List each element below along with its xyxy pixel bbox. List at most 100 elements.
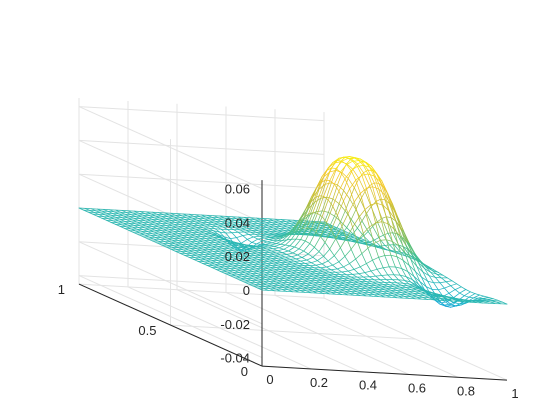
mesh-segment — [315, 197, 322, 213]
mesh-segment — [355, 174, 363, 181]
mesh-segment — [343, 188, 350, 202]
mesh-segment — [454, 286, 462, 290]
mesh-segment — [344, 256, 350, 264]
mesh-segment — [321, 260, 329, 265]
mesh-segment — [384, 255, 390, 268]
mesh-segment — [459, 289, 467, 294]
mesh-segment — [379, 240, 386, 256]
mesh-segment — [424, 268, 432, 273]
mesh-segment — [179, 252, 185, 256]
mesh-segment — [324, 242, 331, 250]
mesh-segment — [361, 247, 369, 254]
mesh-segment — [384, 245, 392, 251]
mesh-segment — [416, 266, 422, 278]
mesh-segment — [474, 293, 480, 296]
mesh-segment — [375, 221, 383, 224]
mesh-segment — [286, 252, 294, 255]
mesh-segment — [359, 193, 366, 210]
mesh-segment — [330, 167, 337, 169]
mesh-segment — [334, 203, 340, 217]
mesh-segment — [350, 248, 356, 260]
mesh-segment — [369, 275, 376, 278]
mesh-segment — [324, 167, 332, 181]
mesh-segment — [380, 245, 387, 251]
mesh-segment — [344, 248, 352, 257]
mesh-segment — [410, 281, 416, 286]
mesh-segment — [369, 185, 377, 203]
mesh-segment — [352, 273, 360, 275]
mesh-segment — [373, 239, 381, 247]
x-tick-label: 0.6 — [408, 380, 426, 395]
mesh-segment — [353, 266, 361, 270]
mesh-segment — [408, 265, 415, 277]
mesh-segment — [358, 178, 366, 192]
mesh-segment — [329, 215, 335, 227]
mesh-segment — [347, 233, 354, 238]
mesh-segment — [437, 287, 445, 291]
mesh-segment — [350, 166, 358, 171]
mesh-segment — [151, 240, 158, 244]
mesh-segment — [268, 237, 276, 240]
y-tick-label: 1 — [58, 282, 65, 297]
mesh-segment — [337, 236, 345, 240]
mesh-segment — [147, 238, 153, 242]
mesh-segment — [444, 285, 451, 289]
mesh-segment — [311, 228, 317, 233]
mesh-segment — [297, 250, 305, 256]
mesh-segment — [370, 204, 376, 224]
mesh-segment — [211, 267, 217, 270]
mesh-segment — [453, 302, 460, 305]
mesh-segment — [369, 222, 376, 228]
mesh-segment — [308, 212, 314, 215]
mesh-segment — [297, 217, 305, 231]
mesh-segment — [344, 198, 351, 212]
mesh-segment — [326, 264, 334, 268]
mesh-segment — [256, 240, 263, 245]
mesh-segment — [78, 207, 84, 211]
mesh-segment — [292, 229, 298, 234]
mesh-segment — [450, 285, 456, 290]
mesh-segment — [350, 209, 357, 220]
mesh-segment — [304, 228, 312, 242]
mesh-segment — [298, 224, 306, 228]
mesh-segment — [317, 260, 323, 265]
mesh-segment — [335, 221, 341, 230]
mesh-segment — [292, 221, 300, 234]
mesh-segment — [280, 243, 286, 246]
mesh-segment — [283, 245, 291, 250]
mesh-segment — [214, 228, 222, 230]
mesh-segment — [219, 231, 227, 234]
mesh-segment — [208, 227, 216, 230]
mesh-segment — [359, 187, 367, 194]
mesh-segment — [341, 270, 349, 273]
mesh-segment — [335, 170, 343, 173]
mesh-segment — [373, 182, 381, 200]
mesh-segment — [352, 226, 358, 242]
mesh-segment — [321, 263, 327, 268]
mesh-segment — [314, 182, 321, 199]
mesh-segment — [242, 234, 250, 236]
mesh-segment — [291, 254, 298, 258]
mesh-segment — [320, 170, 328, 184]
mesh-segment — [320, 179, 326, 184]
mesh-segment — [312, 229, 320, 231]
mesh-segment — [402, 246, 410, 256]
mesh-segment — [367, 226, 374, 232]
mesh-segment — [453, 292, 461, 299]
mesh-segment — [321, 199, 329, 218]
mesh-segment — [101, 217, 107, 221]
mesh-segment — [378, 188, 386, 196]
mesh-segment — [288, 246, 295, 252]
mesh-segment — [352, 163, 358, 170]
mesh-segment — [193, 258, 199, 262]
mesh-segment — [404, 280, 412, 283]
mesh-segment — [239, 229, 245, 233]
mesh-segment — [257, 287, 263, 291]
mesh-segment — [373, 237, 380, 241]
mesh-segment — [463, 295, 470, 298]
mesh-segment — [286, 254, 292, 258]
mesh-segment — [385, 239, 393, 242]
mesh-segment — [318, 222, 325, 231]
mesh-segment — [405, 245, 412, 260]
mesh-segment — [401, 268, 407, 277]
